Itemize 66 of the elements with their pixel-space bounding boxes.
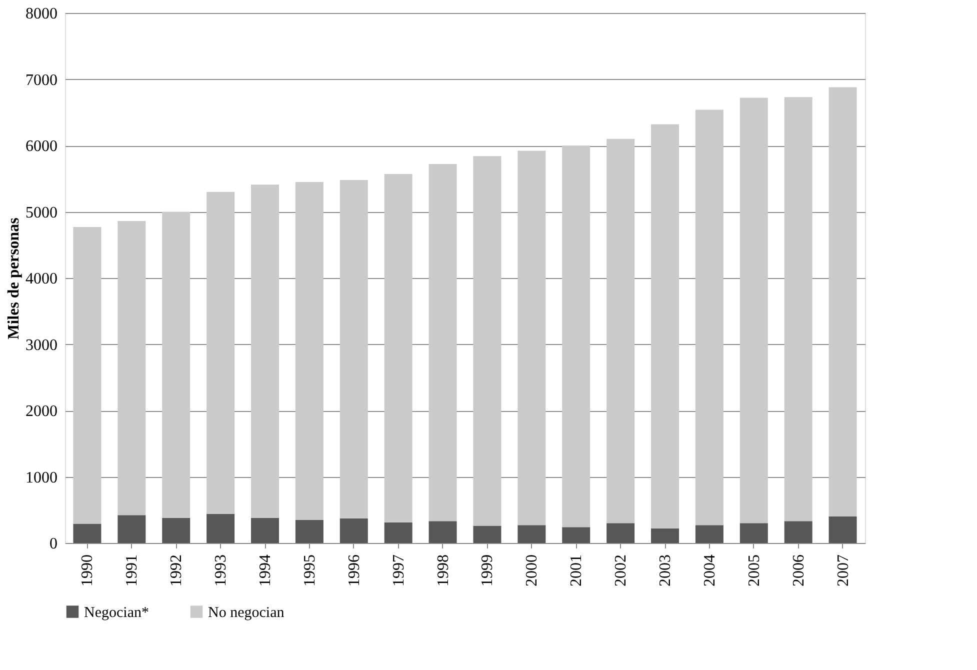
- bar: [740, 98, 768, 524]
- bar: [784, 521, 812, 543]
- bar: [73, 226, 102, 524]
- x-tick-label: 2003: [657, 554, 674, 586]
- y-tick-label: 4000: [26, 270, 58, 288]
- bar: [162, 212, 190, 518]
- y-tick-label: 8000: [26, 6, 58, 22]
- x-tick-label: 2004: [701, 554, 718, 586]
- bar: [340, 180, 368, 518]
- bar: [606, 138, 635, 524]
- x-tick-label: 2001: [568, 554, 586, 586]
- bar: [118, 515, 146, 543]
- y-axis-title: Miles de personas: [6, 218, 22, 340]
- legend-label: Negocian*: [84, 604, 149, 621]
- bar: [340, 518, 368, 543]
- bar: [562, 527, 590, 543]
- x-tick-label: 1992: [168, 554, 186, 586]
- legend-label: No negocian: [208, 604, 285, 621]
- y-tick-label: 0: [50, 536, 58, 552]
- y-tick-label: 6000: [26, 138, 58, 155]
- bar: [295, 520, 324, 543]
- bar: [473, 156, 502, 526]
- bar: [695, 110, 724, 526]
- y-tick-label: 1000: [26, 469, 58, 486]
- x-tick-label: 2002: [612, 554, 630, 586]
- bar: [118, 221, 146, 516]
- bar: [295, 182, 324, 520]
- y-tick-label: 2000: [26, 403, 58, 420]
- bar: [73, 524, 102, 543]
- x-tick-label: 1990: [79, 554, 96, 586]
- bar: [518, 150, 546, 526]
- bar: [828, 516, 857, 543]
- x-tick-label: 1999: [479, 554, 496, 586]
- y-tick-label: 7000: [26, 72, 58, 89]
- x-tick-label: 1997: [390, 554, 408, 586]
- bar: [606, 523, 635, 543]
- bar: [473, 526, 502, 543]
- bar: [651, 528, 679, 543]
- bar: [251, 518, 279, 543]
- bar: [428, 521, 457, 543]
- bar: [384, 522, 412, 543]
- x-tick-label: 2006: [790, 554, 808, 586]
- x-tick-label: 1996: [346, 554, 363, 586]
- x-tick-label: 1993: [212, 554, 230, 586]
- bar: [162, 518, 190, 543]
- y-tick-label: 5000: [26, 204, 58, 222]
- x-tick-label: 1998: [434, 554, 452, 586]
- x-tick-label: 1994: [257, 554, 274, 586]
- bar: [784, 97, 812, 522]
- bar: [384, 174, 412, 522]
- bar: [562, 146, 590, 528]
- x-tick-label: 2000: [524, 554, 541, 586]
- x-tick-label: 2005: [746, 554, 763, 586]
- bar: [206, 192, 235, 514]
- x-tick-label: 2007: [834, 554, 852, 586]
- bar: [740, 523, 768, 543]
- bar: [695, 525, 724, 543]
- bar: [206, 514, 235, 543]
- bar: [428, 164, 457, 522]
- y-tick-label: 3000: [26, 336, 58, 354]
- bar: [828, 87, 857, 516]
- x-tick-label: 1995: [301, 554, 318, 586]
- x-tick-label: 1991: [124, 554, 141, 586]
- bar: [518, 525, 546, 543]
- bar: [651, 124, 679, 528]
- bar: [251, 184, 279, 518]
